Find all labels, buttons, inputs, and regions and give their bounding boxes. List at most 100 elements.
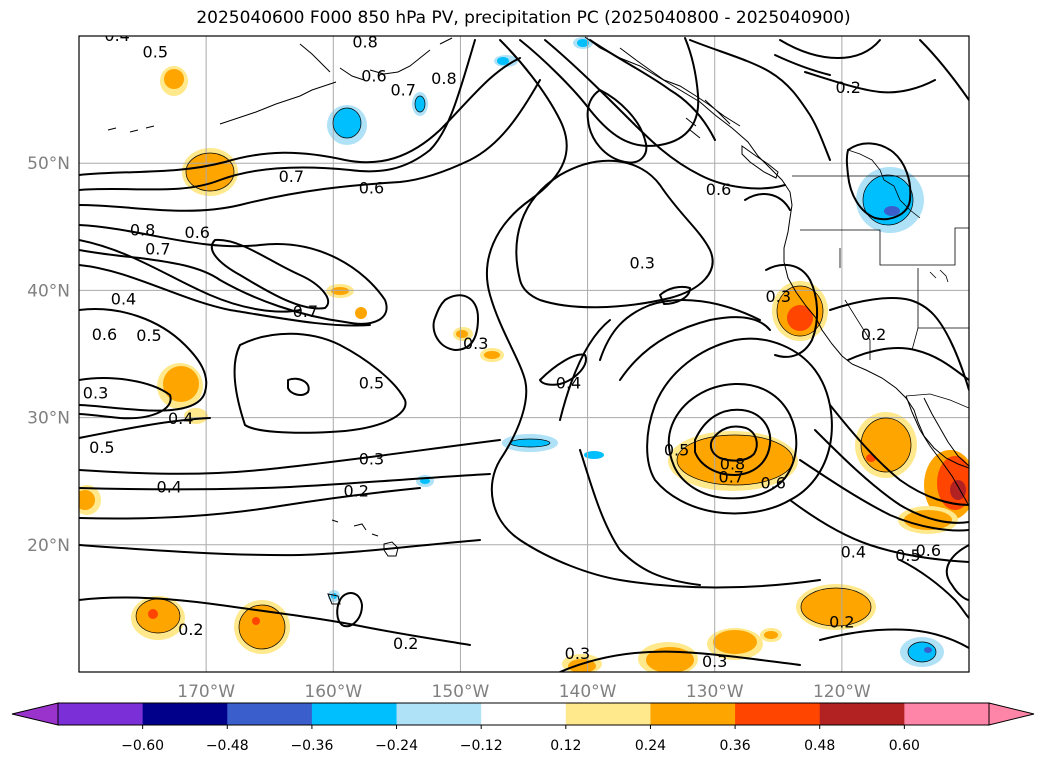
contour-label: 0.2: [178, 620, 203, 639]
contour-label: 0.5: [664, 441, 689, 460]
pv-contour: [79, 224, 388, 325]
colorbar-tick-label: 0.12: [550, 738, 581, 754]
coastline-kodiak-islands: [327, 593, 341, 605]
pv-contour: [544, 39, 786, 190]
contour-label: 0.3: [83, 383, 108, 402]
colorbar-segment: [819, 703, 905, 725]
contour-label: 0.2: [829, 612, 854, 631]
precip-blob: [707, 628, 763, 660]
contour-label: 0.5: [89, 438, 114, 457]
colorbar-tick-label: −0.60: [121, 738, 164, 754]
contour-label: 0.3: [702, 652, 727, 671]
pv-contour: [515, 159, 714, 309]
pv-contour: [829, 297, 969, 391]
contour-label: 0.8: [720, 455, 745, 474]
contour-label: 0.6: [92, 325, 117, 344]
precip-blob: [79, 485, 101, 515]
contour-label: 0.6: [760, 474, 785, 493]
coastline-north-america: [584, 36, 969, 469]
contour-label: 0.6: [706, 180, 731, 199]
pv-contour: [79, 308, 208, 412]
colorbar-segment: [735, 703, 821, 725]
map-frame: [78, 35, 970, 673]
pv-contour: [287, 377, 310, 396]
precip-blob: [355, 307, 367, 319]
contour-label: 0.5: [136, 326, 161, 345]
lat-tick-label: 50°N: [27, 154, 70, 174]
precip-outline: [509, 438, 551, 448]
colorbar: [11, 702, 1035, 726]
precip-blob: [584, 451, 604, 459]
pv-contour: [646, 337, 833, 515]
precip-blob: [480, 348, 504, 362]
colorbar-tick-label: 0.24: [635, 738, 666, 754]
pv-contour: [694, 408, 772, 476]
map-gridlines: [79, 36, 969, 672]
precip-blob: [855, 412, 917, 478]
pv-contour: [619, 316, 771, 381]
pv-contour: [79, 79, 541, 212]
contour-label: 0.6: [916, 541, 941, 560]
coastline-alaska-peninsula: [299, 37, 453, 81]
contour-label: 0.7: [279, 167, 304, 186]
political-borders: [792, 149, 969, 409]
pv-contour: [559, 319, 611, 421]
contour-label: 0.6: [361, 67, 386, 86]
colorbar-segment: [227, 703, 313, 725]
precip-blob: [638, 642, 698, 672]
precip-outline: [862, 174, 914, 226]
precip-blob: [573, 37, 593, 49]
lon-tick-label: 160°W: [304, 682, 362, 702]
precip-outline: [676, 434, 794, 486]
contour-label: 0.4: [157, 478, 182, 497]
coastline-aleutians: [219, 81, 337, 125]
contour-label: 0.8: [431, 69, 456, 88]
contour-label: 0.4: [556, 373, 581, 392]
contour-label: 0.7: [293, 302, 318, 321]
pv-contour: [814, 429, 969, 524]
coastline-hawaii: [331, 519, 399, 557]
precip-blob: [494, 55, 518, 67]
lat-tick-label: 30°N: [27, 409, 70, 429]
precip-blob: [182, 148, 238, 196]
map-plot-area: 0.50.40.60.80.70.80.70.60.60.80.70.40.6 0…: [79, 26, 969, 672]
contour-label: 0.5: [895, 546, 920, 565]
contour-label: 0.3: [630, 254, 655, 273]
contour-label: 0.5: [143, 43, 168, 62]
precip-blob: [453, 327, 473, 341]
pv-contour: [233, 332, 407, 434]
precip-blob: [772, 281, 828, 341]
coastline-gulf-of-california: [923, 397, 969, 467]
contour-label: 0.6: [185, 223, 210, 242]
pv-contour: [79, 239, 301, 313]
pv-contour: [779, 39, 881, 59]
pv-contour: [79, 417, 211, 439]
colorbar-segment: [904, 703, 990, 725]
pv-contour: [589, 39, 716, 141]
colorbar-tick-label: −0.24: [375, 738, 418, 754]
contour-label: 0.7: [145, 240, 170, 259]
pv-contour: [829, 404, 969, 506]
pv-contour: [79, 439, 501, 475]
contour-label: 0.7: [719, 467, 744, 486]
pv-contour: [659, 285, 691, 305]
pv-contour: [804, 71, 936, 94]
lon-tick-label: 150°W: [432, 682, 490, 702]
precip-outline: [860, 417, 912, 473]
colorbar-segment: [565, 703, 651, 725]
pv-contours: [79, 37, 969, 672]
contour-label: 0.3: [463, 334, 488, 353]
precip-blob: [131, 596, 185, 640]
border-inland-1: [847, 149, 921, 219]
map-background: [79, 36, 969, 672]
coastlines: [107, 36, 969, 605]
pv-contour: [819, 628, 969, 649]
contour-label: 0.4: [104, 26, 129, 45]
border-states-1: [800, 227, 969, 266]
pv-contour: [539, 353, 587, 386]
pv-contour: [210, 238, 330, 310]
precip-blob: [326, 284, 354, 298]
precip-outline: [332, 107, 362, 139]
pv-contour: [689, 39, 831, 161]
colorbar-segment: [58, 703, 144, 725]
